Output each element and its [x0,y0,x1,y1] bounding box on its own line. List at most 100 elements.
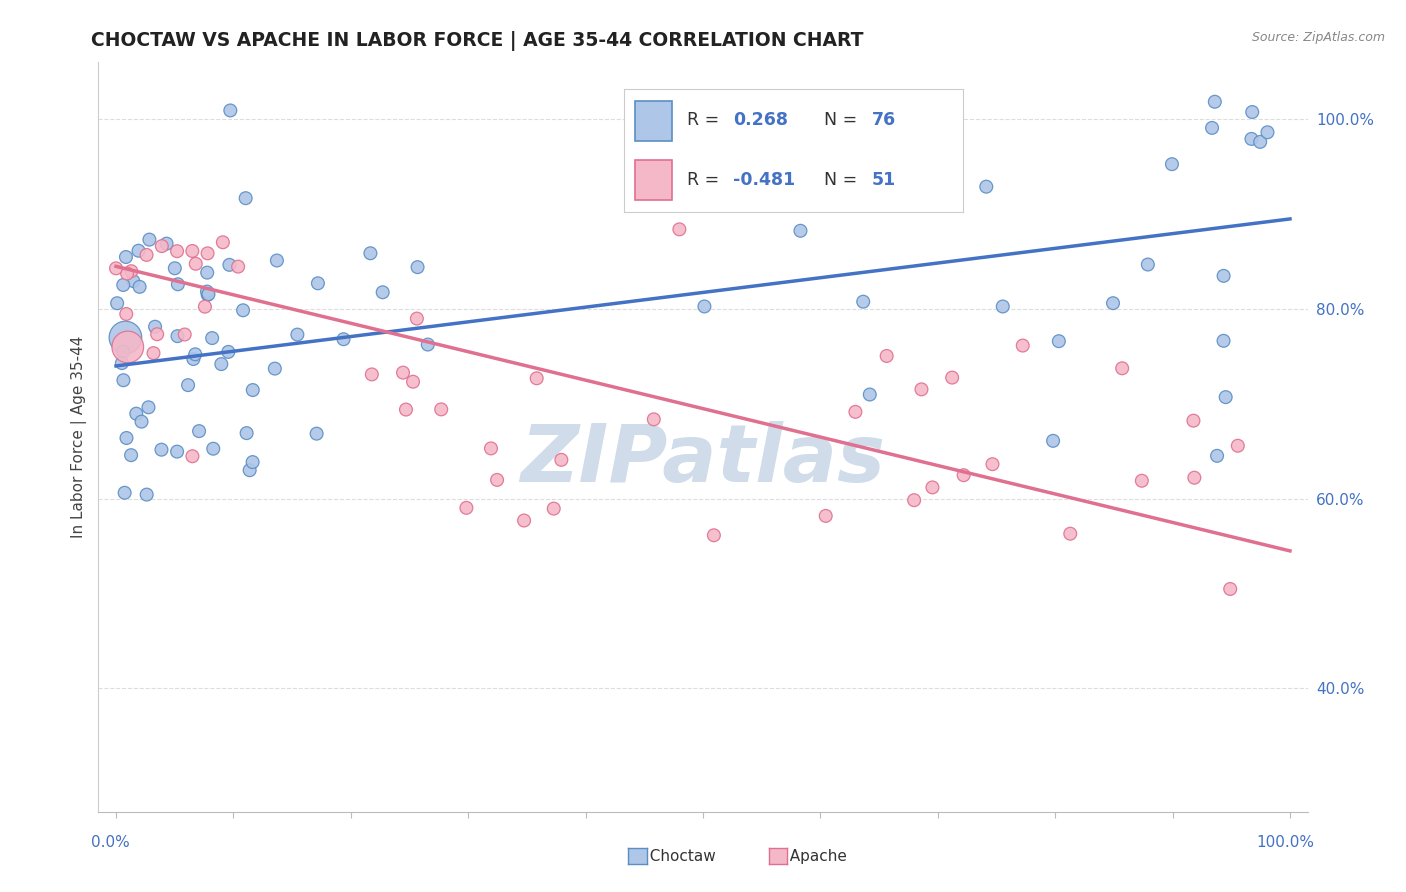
Text: 100.0%: 100.0% [1257,836,1315,850]
Point [177,378,200,392]
Point [486,473,509,487]
Point [1249,135,1271,149]
Point [1240,132,1263,146]
Text: Apache: Apache [780,849,848,863]
Point [1047,334,1070,348]
Point [183,352,205,367]
Text: ZIPatlas: ZIPatlas [520,420,886,499]
Point [359,246,381,260]
Point [266,253,288,268]
Point [307,277,329,291]
Point [1042,434,1064,448]
Point [668,222,690,236]
Point [974,179,997,194]
Point [305,426,328,441]
Point [981,457,1004,471]
Point [789,224,811,238]
Point [703,528,725,542]
Point [150,239,173,253]
Point [1161,157,1184,171]
Text: Choctaw: Choctaw [640,849,716,863]
Point [188,424,211,438]
Point [1206,449,1229,463]
Point [1219,582,1241,596]
Point [1182,471,1205,485]
Point [202,442,225,456]
Point [197,246,219,260]
Point [142,346,165,360]
Point [430,402,453,417]
Point [155,236,177,251]
Point [195,285,218,299]
Point [125,407,148,421]
Point [991,300,1014,314]
Point [550,453,572,467]
Point [114,485,136,500]
Point [166,329,188,343]
Point [184,347,207,361]
Point [1256,125,1278,139]
Point [1136,258,1159,272]
Point [1212,334,1234,348]
Text: CHOCTAW VS APACHE IN LABOR FORCE | AGE 35-44 CORRELATION CHART: CHOCTAW VS APACHE IN LABOR FORCE | AGE 3… [91,31,863,51]
Point [941,370,963,384]
Point [181,449,204,463]
Point [235,191,257,205]
Point [1130,474,1153,488]
Point [1215,390,1237,404]
Point [456,500,478,515]
Point [242,455,264,469]
Point [209,357,232,371]
Point [643,412,665,426]
Point [263,361,285,376]
Point [112,277,135,292]
Point [184,257,207,271]
Point [105,261,128,276]
Point [217,344,239,359]
Point [120,264,142,278]
Text: 0.0%: 0.0% [91,836,131,850]
Point [921,480,943,494]
Point [371,285,394,300]
Point [903,493,925,508]
Point [844,405,866,419]
Point [360,368,382,382]
Point [1241,105,1264,120]
Point [402,375,425,389]
Point [1226,439,1249,453]
Point [197,287,219,301]
Point [131,415,153,429]
Point [1011,338,1033,352]
Point [526,371,548,385]
Point [1204,95,1226,109]
Point [166,244,188,259]
Point [479,442,502,456]
Point [1212,268,1234,283]
Point [181,244,204,258]
Point [128,280,150,294]
Point [1201,120,1223,135]
Point [910,382,932,396]
Point [120,448,142,462]
Point [128,244,150,258]
Point [406,260,429,274]
Point [693,300,716,314]
Point [143,319,166,334]
Point [226,260,249,274]
Point [150,442,173,457]
Point [122,274,145,288]
Point [197,287,219,301]
Point [1059,526,1081,541]
Point [285,327,308,342]
Point [513,514,536,528]
Point [235,426,257,441]
Point [416,337,439,351]
Point [332,332,354,346]
Point [543,501,565,516]
Point [218,258,240,272]
Point [212,235,235,250]
Point [138,233,160,247]
Point [112,373,135,387]
Point [852,294,875,309]
Point [242,383,264,397]
